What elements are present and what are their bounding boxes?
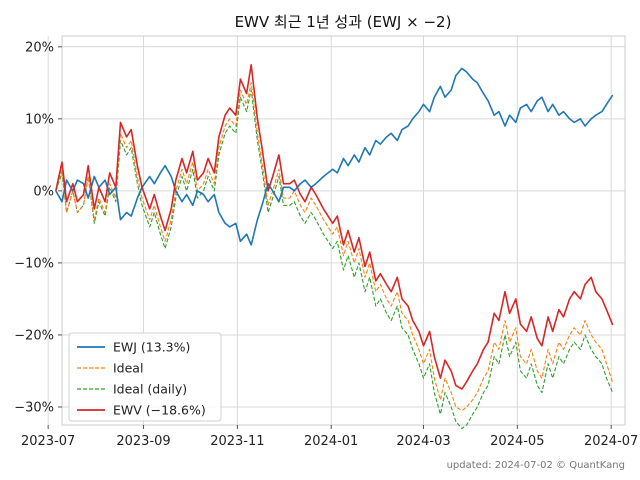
series-line-2 [55,89,614,430]
series-line-3 [55,64,614,390]
y-axis: 20% 10% 0% −10% −20% −30% [14,40,62,415]
series-line-0 [55,67,614,246]
y-tick-label: 0% [33,184,54,199]
x-tick-label: 2024-01 [304,434,358,449]
x-tick-label: 2023-11 [210,434,264,449]
legend-box [68,332,222,422]
legend: EWJ (13.3%) Ideal Ideal (daily) EWV (−18.6%… [68,332,222,422]
legend-label: EWV (−18.6%) [113,403,206,418]
x-tick-label: 2024-07 [584,434,638,449]
series-layer [55,64,614,430]
x-tick-label: 2023-07 [21,434,75,449]
y-tick-label: −20% [14,328,54,343]
y-tick-label: −30% [14,400,54,415]
legend-label: Ideal (daily) [113,382,187,397]
plot-area-frame [61,35,626,426]
x-axis: 2023-07 2023-09 2023-11 2024-01 2024-03 2024-… [21,425,638,449]
y-tick-label: 20% [25,40,54,55]
legend-label: Ideal [113,361,143,376]
x-tick-label: 2024-03 [396,434,450,449]
footer-credit: updated: 2024-07-02 © QuantKang [447,460,625,471]
chart-title: EWV 최근 1년 성과 (EWJ × −2) [235,13,452,31]
y-tick-label: 10% [25,112,54,127]
y-tick-label: −10% [14,256,54,271]
legend-label: EWJ (13.3%) [113,340,190,355]
x-tick-label: 2023-09 [116,434,170,449]
x-tick-label: 2024-05 [490,434,544,449]
series-line-1 [55,82,614,412]
